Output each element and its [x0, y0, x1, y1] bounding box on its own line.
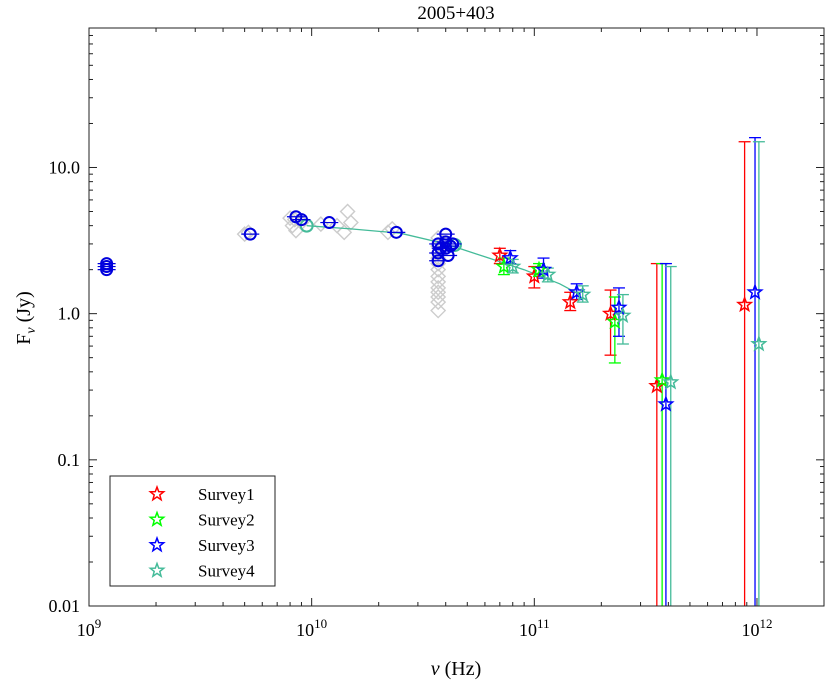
archival-point: [342, 214, 359, 231]
archival-point: [312, 216, 329, 233]
survey-point-survey4: [750, 334, 768, 352]
legend-label-survey4: Survey4: [198, 562, 255, 581]
archival-point: [282, 210, 299, 227]
y-axis-ticks: 0.01 0.1 1.0 10.0: [49, 27, 824, 616]
x-tick-label-base: 10: [519, 620, 537, 640]
archival-points-layer: [236, 203, 452, 319]
survey-point-survey4: [539, 265, 557, 283]
legend: Survey1 Survey2 Survey3 Survey4: [109, 475, 276, 587]
x-axis-ticks: 109 1010 1011 1012: [77, 28, 825, 640]
circle-point: [443, 239, 457, 253]
x-tick-label-base: 10: [77, 620, 95, 640]
circle-point: [389, 225, 403, 239]
y-tick-label: 0.1: [58, 450, 81, 470]
x-tick-label-exp: 11: [537, 616, 550, 631]
x-tick-label-exp: 12: [759, 616, 772, 631]
x-axis-label-symbol: ν: [431, 658, 440, 680]
x-tick-label-base: 10: [296, 620, 314, 640]
survey-point-survey1: [735, 295, 754, 313]
survey-point-survey4: [504, 257, 522, 274]
x-tick-label-exp: 9: [95, 616, 102, 631]
survey-point-survey2: [530, 260, 548, 278]
circle-point: [322, 216, 336, 230]
y-axis-label-unit: (Jy): [13, 291, 35, 327]
plot-frame: [88, 27, 825, 607]
y-tick-label: 10.0: [49, 157, 81, 177]
legend-box: [109, 475, 276, 587]
legend-items: Survey1 Survey2 Survey3 Survey4: [148, 484, 255, 581]
survey-point-survey3: [501, 248, 519, 266]
chart-title: 2005+403: [417, 3, 494, 24]
archival-point: [379, 224, 396, 241]
archival-point: [430, 273, 447, 290]
survey-point-survey3: [746, 283, 764, 300]
survey-point-survey4: [614, 306, 632, 324]
archival-point: [430, 268, 447, 285]
x-tick-label-exp: 10: [314, 616, 327, 631]
x-tick-label: 1011: [519, 616, 550, 640]
y-tick-label: 1.0: [58, 304, 81, 324]
legend-label-survey1: Survey1: [198, 485, 255, 504]
y-tick-label: 0.01: [49, 596, 81, 616]
survey-point-survey1: [561, 292, 579, 310]
x-tick-label-base: 10: [741, 620, 759, 640]
survey-point-survey4: [662, 372, 680, 390]
y-axis-label: Fν (Jy): [13, 291, 39, 344]
legend-label-survey2: Survey2: [198, 511, 255, 530]
circle-point: [243, 227, 257, 241]
archival-point: [430, 302, 447, 319]
archival-point: [430, 284, 447, 301]
circle-point: [439, 227, 453, 241]
legend-marker-survey3: [148, 535, 166, 553]
survey-point-survey4: [574, 285, 592, 303]
legend-label-survey3: Survey3: [198, 536, 255, 555]
x-axis-label-unit: (Hz): [440, 658, 482, 680]
x-tick-label: 1010: [296, 616, 327, 640]
circle-point: [100, 263, 114, 277]
survey-point-survey3: [610, 298, 628, 316]
x-tick-label: 109: [77, 616, 102, 640]
model-curve: [306, 225, 581, 296]
circle-point: [446, 237, 460, 251]
legend-marker-survey1: [148, 484, 166, 502]
archival-point: [336, 224, 353, 241]
survey-point-survey2: [653, 371, 671, 388]
circle-point: [294, 213, 308, 227]
y-axis-label-main: F: [13, 334, 35, 345]
survey-point-survey1: [491, 246, 509, 263]
x-axis-label: ν (Hz): [431, 658, 482, 680]
legend-marker-survey2: [148, 510, 166, 527]
legend-marker-survey4: [148, 561, 166, 578]
x-tick-label: 1012: [741, 616, 772, 640]
archival-point: [236, 226, 253, 243]
y-axis-label-sub: ν: [24, 327, 39, 334]
survey-points-layer: [491, 246, 768, 412]
archival-point: [430, 294, 447, 311]
survey-point-survey3: [657, 395, 675, 412]
archival-point: [430, 261, 447, 278]
circle-point: [431, 254, 445, 268]
circle-points-layer: [97, 210, 462, 277]
